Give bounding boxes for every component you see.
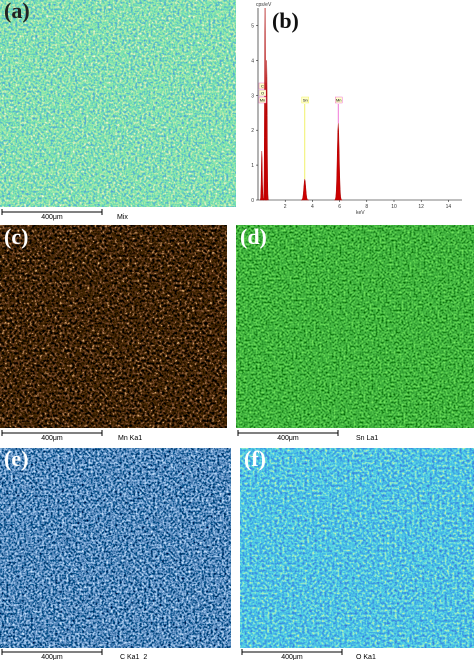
x-tick-label: 14: [446, 204, 452, 210]
panel-label: (c): [4, 224, 28, 249]
spectrum-peak: [334, 123, 343, 201]
peak-label: Mn: [336, 98, 342, 103]
x-tick-label: 4: [311, 204, 314, 210]
spectrum-peak: [300, 179, 309, 201]
scale-label: 400μm: [41, 435, 63, 442]
y-axis-label: cps/eV: [256, 2, 272, 8]
peak-label-box: [258, 96, 267, 104]
panel-label: (b): [272, 8, 299, 33]
x-axis-label: keV: [356, 210, 365, 216]
y-tick-label: 3: [251, 93, 254, 99]
map-image: [0, 448, 231, 648]
peak-label-box: [258, 82, 267, 90]
peak-label: C: [261, 84, 264, 89]
element-label: Mn Ka1: [118, 435, 142, 442]
map-image: [240, 448, 474, 648]
element-label: C Ka1_2: [120, 654, 147, 660]
peak-label-box: [335, 96, 343, 104]
peak-label: Sn: [303, 98, 308, 103]
x-tick-label: 2: [284, 204, 287, 210]
element-label: O Ka1: [356, 654, 376, 660]
map-image: [0, 0, 236, 207]
spectrum-peak: [264, 60, 270, 201]
x-tick-label: 8: [365, 204, 368, 210]
panel-label: (f): [244, 446, 266, 471]
y-tick-label: 1: [251, 163, 254, 169]
peak-label: Mn: [260, 98, 266, 103]
panel-label: (d): [240, 224, 267, 249]
map-image: [236, 225, 474, 428]
x-tick-label: 10: [391, 204, 397, 210]
element-label: Sn La1: [356, 435, 378, 442]
peak-label-box: [258, 89, 267, 97]
spectrum-peak: [259, 151, 264, 201]
y-tick-label: 0: [251, 198, 254, 204]
element-label: Mix: [117, 214, 128, 221]
scale-label: 400μm: [41, 654, 63, 660]
scale-label: 400μm: [281, 654, 303, 660]
x-tick-label: 6: [338, 204, 341, 210]
scale-label: 400μm: [277, 435, 299, 442]
panel-label: (e): [4, 446, 28, 471]
peak-label-box: [301, 96, 309, 104]
panel-label: (a): [4, 0, 30, 23]
map-image: [0, 225, 227, 428]
y-tick-label: 2: [251, 128, 254, 134]
peak-label: O: [261, 91, 264, 96]
y-tick-label: 4: [251, 58, 254, 64]
x-tick-label: 12: [418, 204, 424, 210]
scale-label: 400μm: [41, 214, 63, 221]
y-tick-label: 5: [251, 23, 254, 29]
